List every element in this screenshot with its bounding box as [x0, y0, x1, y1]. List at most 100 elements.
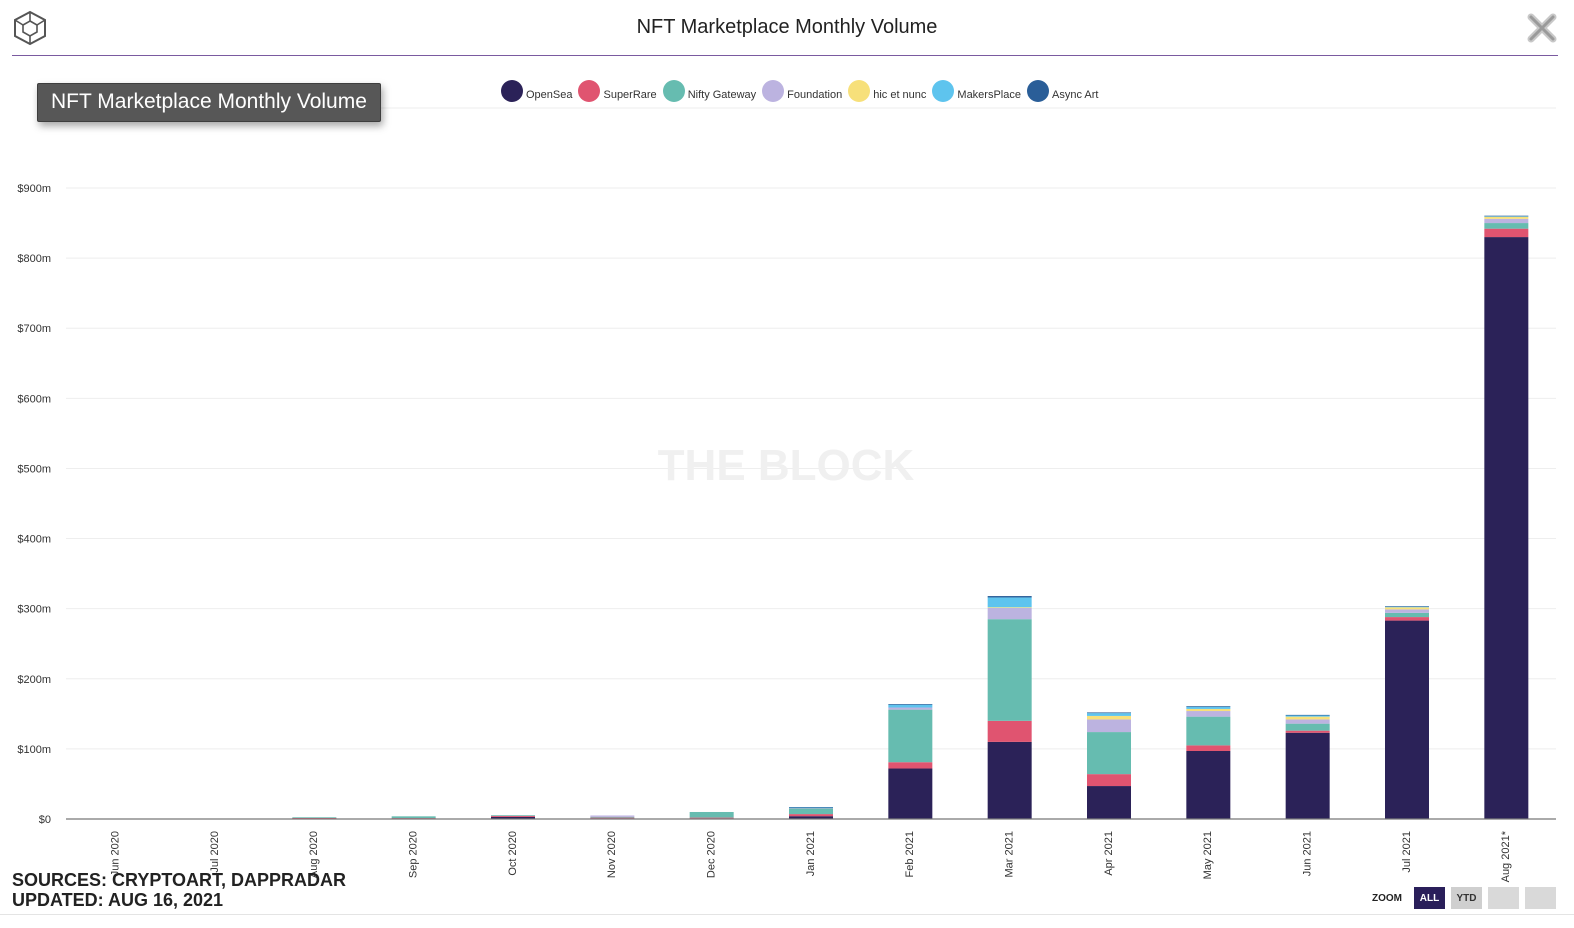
bar-segment [987, 607, 1032, 608]
zoom-blank-button-2[interactable] [1525, 887, 1556, 909]
bar-segment [292, 817, 337, 818]
cube-logo-icon[interactable] [12, 10, 48, 46]
x-tick-label: May 2021 [1202, 831, 1214, 879]
bar-segment [888, 709, 933, 763]
bar-segment [888, 768, 933, 819]
bar-segment [1186, 745, 1231, 751]
bar-segment [1484, 237, 1529, 820]
bar-segment [888, 704, 933, 705]
legend-label: hic et nunc [873, 89, 927, 101]
x-tick-label: Jul 2020 [209, 831, 221, 873]
updated-line: UPDATED: AUG 16, 2021 [12, 890, 224, 910]
bar-segment [1087, 715, 1131, 720]
bar-segment [292, 817, 337, 819]
bar-segment [1186, 708, 1231, 712]
bar-segment [1484, 228, 1529, 238]
y-tick-label: $600m [17, 393, 51, 405]
x-tick-label: Feb 2021 [904, 831, 916, 877]
bar-segment [1385, 620, 1429, 819]
legend-swatch [501, 80, 523, 102]
bar-segment [1385, 606, 1429, 608]
zoom-label: ZOOM [1372, 892, 1402, 904]
bar-segment [1087, 713, 1131, 716]
close-icon [1527, 13, 1557, 43]
y-tick-label: $0 [39, 814, 51, 826]
bar-segment [1385, 617, 1429, 621]
zoom-controls: ZOOM ALL YTD [1372, 887, 1556, 909]
bar-segment [491, 816, 535, 819]
legend-label: OpenSea [526, 89, 573, 101]
x-tick-label: Sep 2020 [408, 831, 420, 878]
bar-segment [1087, 732, 1131, 775]
bar-segment [590, 817, 635, 819]
bar-segment [1484, 216, 1529, 217]
bar-segment [789, 816, 833, 819]
bar-segment [1285, 715, 1330, 717]
bar-segment [987, 607, 1032, 620]
bar-segment [789, 808, 833, 815]
x-tick-label: Jun 2021 [1302, 831, 1314, 876]
sources-note: SOURCES: CRYPTOART, DAPPRADAR UPDATED: A… [12, 870, 346, 910]
bar-segment [1385, 609, 1429, 613]
bar-segment [888, 707, 933, 710]
bar-segment [1385, 606, 1429, 607]
bar-segment [987, 720, 1032, 742]
bar-segment [1186, 711, 1231, 717]
bar-segment [1484, 216, 1529, 219]
sources-line: SOURCES: CRYPTOART, DAPPRADAR [12, 870, 347, 890]
bar-segment [1087, 712, 1131, 714]
y-tick-label: $900m [17, 183, 51, 195]
x-tick-label: Oct 2020 [507, 831, 519, 876]
bar-segment [391, 816, 436, 819]
zoom-blank-button-1[interactable] [1488, 887, 1519, 909]
zoom-all-button[interactable]: ALL [1414, 887, 1445, 909]
bar-segment [789, 814, 833, 817]
bar-segment [1087, 719, 1131, 733]
zoom-ytd-button[interactable]: YTD [1451, 887, 1482, 909]
x-tick-label: Jun 2020 [110, 831, 122, 876]
bar-segment [987, 596, 1032, 598]
bar-segment [1186, 750, 1231, 819]
legend-item[interactable]: SuperRare [578, 80, 657, 102]
legend-item[interactable]: hic et nunc [848, 80, 926, 102]
bar-segment [1385, 607, 1429, 610]
x-tick-label: Aug 2020 [308, 831, 320, 878]
y-tick-label: $400m [17, 534, 51, 546]
bar-segment [789, 807, 833, 808]
legend-item[interactable]: MakersPlace [932, 80, 1021, 102]
legend-label: Async Art [1051, 89, 1099, 101]
bar-segment [1285, 714, 1330, 716]
bar-segment [391, 818, 436, 819]
bar-segment [1484, 215, 1529, 217]
bar-segment [689, 811, 734, 818]
legend-item[interactable]: OpenSea [501, 80, 572, 102]
chart-tooltip: NFT Marketplace Monthly Volume [37, 83, 381, 122]
x-tick-label: Aug 2021* [1500, 830, 1512, 882]
legend-label: MakersPlace [957, 89, 1021, 101]
legend-swatch [662, 80, 685, 102]
bar-segment [987, 619, 1032, 721]
bar-segment [987, 597, 1032, 608]
close-button[interactable] [1524, 10, 1560, 46]
bottom-divider [0, 914, 1574, 915]
legend-swatch [932, 80, 955, 102]
bar-segment [1285, 732, 1330, 819]
y-tick-label: $300m [17, 604, 51, 616]
legend-label: Nifty Gateway [687, 89, 757, 101]
legend-swatch [848, 80, 871, 102]
bar-segment [491, 815, 535, 816]
legend-item[interactable]: Nifty Gateway [662, 80, 757, 102]
watermark-text: THE BLOCK [658, 441, 915, 490]
bar-segment [1385, 612, 1429, 618]
x-tick-label: Apr 2021 [1103, 831, 1115, 876]
legend-label: SuperRare [603, 89, 657, 101]
bar-segment [1186, 706, 1231, 707]
legend-swatch [762, 80, 785, 102]
legend-item[interactable]: Async Art [1026, 80, 1099, 102]
bar-segment [789, 807, 833, 809]
legend-item[interactable]: Foundation [762, 80, 842, 102]
legend-swatch [578, 80, 601, 102]
legend-swatch [1026, 80, 1049, 102]
